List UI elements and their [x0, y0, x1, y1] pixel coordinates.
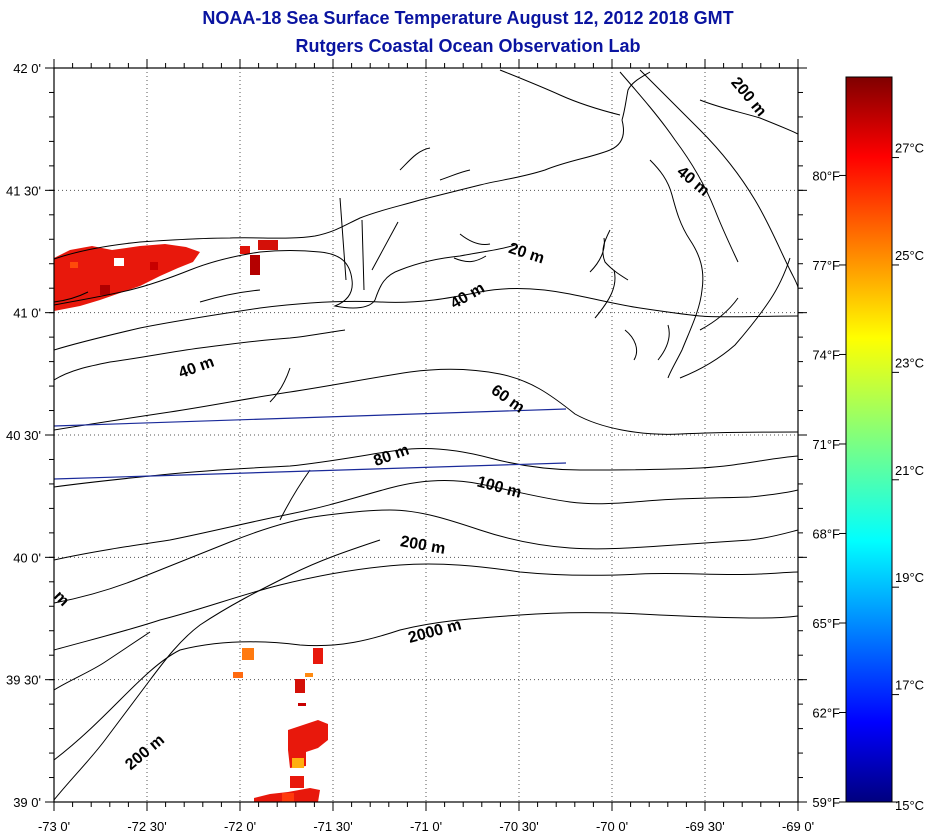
bathymetry-contours — [54, 69, 798, 801]
lon-tick-label: -71 0' — [410, 819, 442, 834]
colorbar-c-label: 17°C — [895, 678, 924, 693]
graticule — [54, 68, 798, 802]
lon-tick-label: -72 30' — [127, 819, 166, 834]
colorbar-gradient — [845, 76, 893, 803]
lon-tick-label: -69 30' — [685, 819, 724, 834]
lat-tick-label: 39 0' — [13, 795, 41, 810]
colorbar-c-label: 21°C — [895, 463, 924, 478]
contour-label: 200 m — [727, 74, 769, 120]
contour-label: 200 m — [122, 731, 168, 773]
contour-label: 2000 m — [406, 616, 463, 646]
lat-tick-label: 40 0' — [13, 550, 41, 565]
lat-tick-label: 41 0' — [13, 306, 41, 321]
lon-tick-label: -69 0' — [782, 819, 814, 834]
sst-patch-long-island-sound — [54, 240, 278, 311]
lat-tick-label: 39 30' — [6, 673, 41, 688]
lon-tick-label: -72 0' — [224, 819, 256, 834]
colorbar-f-label: 71°F — [812, 437, 840, 452]
contour-label: 200 m — [399, 533, 447, 558]
lat-tick-label: 42 0' — [13, 61, 41, 76]
colorbar-f-label: 80°F — [812, 168, 840, 183]
colorbar-f-label: 59°F — [812, 795, 840, 810]
colorbar-c-label: 25°C — [895, 248, 924, 263]
contour-label: 40 m — [673, 163, 712, 199]
axis-ticks: -73 0' -72 30' -72 0' -71 30' -71 0' -70 30' -… — [6, 59, 814, 834]
colorbar-c-label: 23°C — [895, 355, 924, 370]
lat-tick-label: 41 30' — [6, 183, 41, 198]
contour-label: 100 m — [475, 474, 523, 502]
contour-label: 80 m — [371, 442, 411, 470]
colorbar-f-label: 68°F — [812, 526, 840, 541]
colorbar: 80°F 77°F 74°F 71°F 68°F 65°F 62°F 59°F 27°C 25°C… — [812, 76, 924, 813]
colorbar-f-label: 74°F — [812, 347, 840, 362]
map-title: NOAA-18 Sea Surface Temperature August 1… — [202, 8, 734, 28]
satellite-track-lines — [54, 408, 567, 480]
lat-tick-label: 40 30' — [6, 428, 41, 443]
map-subtitle: Rutgers Coastal Ocean Observation Lab — [295, 36, 641, 56]
colorbar-c-label: 19°C — [895, 570, 924, 585]
contour-label: 40 m — [176, 354, 216, 382]
contour-label: 20 m — [506, 240, 546, 267]
coastline — [54, 71, 791, 381]
colorbar-f-label: 65°F — [812, 616, 840, 631]
contour-label: 40 m — [448, 280, 488, 313]
lon-tick-label: -73 0' — [38, 819, 70, 834]
lon-tick-label: -70 30' — [499, 819, 538, 834]
lon-tick-label: -71 30' — [313, 819, 352, 834]
colorbar-c-label: 27°C — [895, 141, 924, 156]
colorbar-f-label: 62°F — [812, 705, 840, 720]
colorbar-c-label: 15°C — [895, 798, 924, 813]
colorbar-f-label: 77°F — [812, 258, 840, 273]
lon-tick-label: -70 0' — [596, 819, 628, 834]
sst-patch-south — [233, 648, 328, 802]
